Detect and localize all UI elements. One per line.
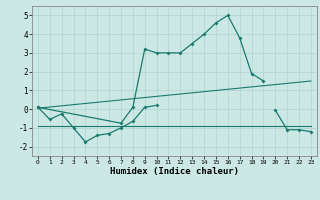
X-axis label: Humidex (Indice chaleur): Humidex (Indice chaleur) — [110, 167, 239, 176]
